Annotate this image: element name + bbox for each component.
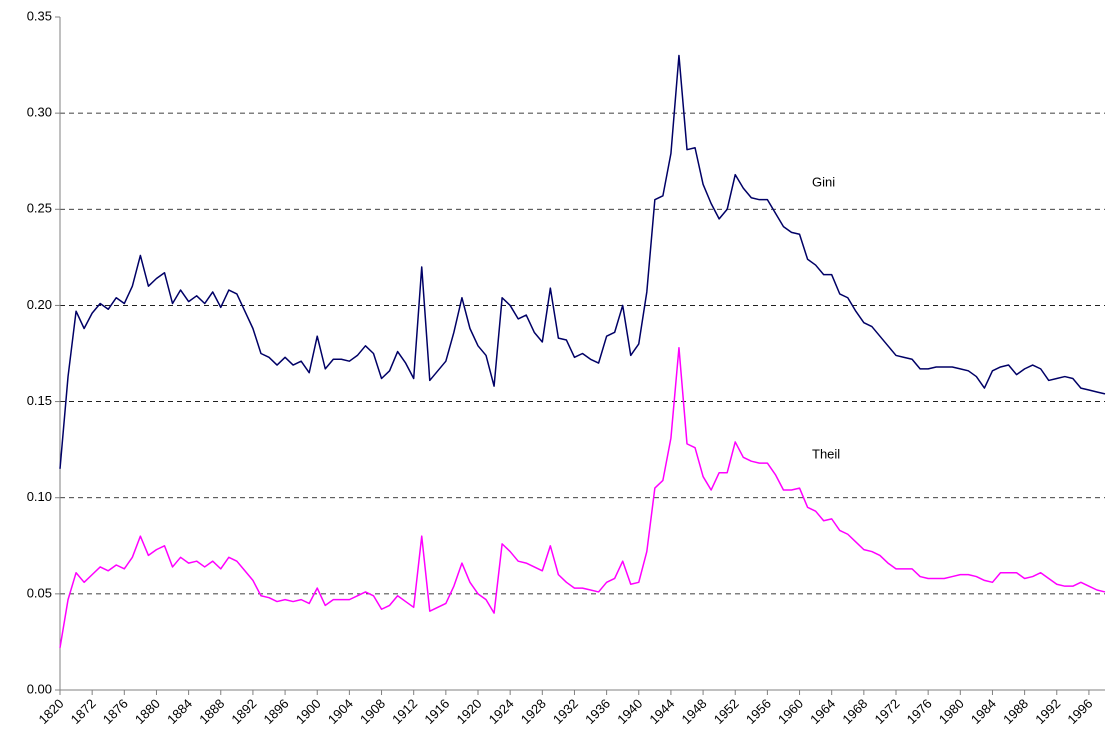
- series-line: [59, 346, 1106, 648]
- x-tick-label: 1956: [743, 696, 774, 727]
- x-tick-label: 1936: [582, 696, 613, 727]
- x-tick-label: 1980: [936, 696, 967, 727]
- x-tick-label: 1932: [550, 696, 581, 727]
- x-tick-label: 1820: [35, 696, 66, 727]
- y-tick-label: 0.10: [27, 489, 52, 504]
- x-tick-label: 1948: [679, 696, 710, 727]
- y-tick-label: 0.05: [27, 585, 52, 600]
- x-tick-label: 1992: [1032, 696, 1063, 727]
- x-tick-label: 1920: [453, 696, 484, 727]
- x-tick-label: 1988: [1000, 696, 1031, 727]
- x-tick-label: 1996: [1064, 696, 1095, 727]
- x-tick-label: 1976: [904, 696, 935, 727]
- x-tick-label: 1880: [132, 696, 163, 727]
- x-tick-label: 1928: [518, 696, 549, 727]
- series-line: [59, 54, 1106, 469]
- x-tick-label: 1916: [421, 696, 452, 727]
- x-tick-label: 1960: [775, 696, 806, 727]
- x-tick-label: 1964: [807, 696, 838, 727]
- y-tick-label: 0.30: [27, 105, 52, 120]
- x-tick-label: 1972: [871, 696, 902, 727]
- y-tick-label: 0.00: [27, 681, 52, 696]
- y-tick-label: 0.20: [27, 297, 52, 312]
- y-tick-label: 0.25: [27, 201, 52, 216]
- x-tick-label: 1940: [614, 696, 645, 727]
- y-tick-label: 0.35: [27, 8, 52, 23]
- x-tick-label: 1924: [486, 696, 517, 727]
- x-tick-label: 1872: [68, 696, 99, 727]
- x-tick-label: 1888: [196, 696, 227, 727]
- x-tick-label: 1892: [228, 696, 259, 727]
- x-tick-label: 1876: [100, 696, 131, 727]
- series-label: Gini: [812, 174, 835, 189]
- x-tick-label: 1884: [164, 696, 195, 727]
- x-tick-label: 1904: [325, 696, 356, 727]
- x-tick-label: 1984: [968, 696, 999, 727]
- x-tick-label: 1900: [293, 696, 324, 727]
- x-tick-label: 1944: [646, 696, 677, 727]
- x-tick-label: 1912: [389, 696, 420, 727]
- x-tick-label: 1952: [711, 696, 742, 727]
- series-label: Theil: [812, 446, 840, 461]
- x-tick-label: 1908: [357, 696, 388, 727]
- y-tick-label: 0.15: [27, 393, 52, 408]
- x-tick-label: 1896: [261, 696, 292, 727]
- x-tick-label: 1968: [839, 696, 870, 727]
